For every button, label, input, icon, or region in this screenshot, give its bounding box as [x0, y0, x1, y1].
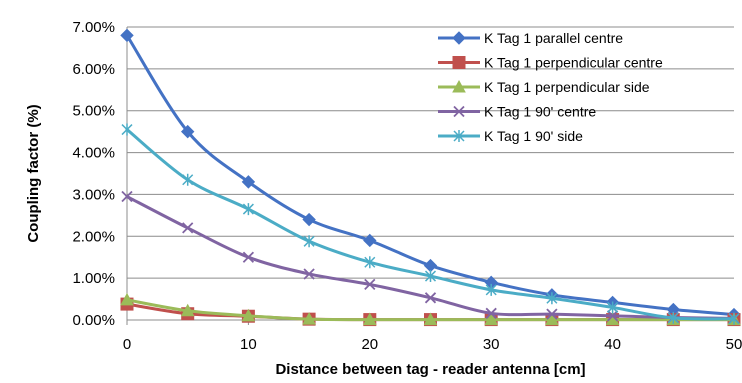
- data-point-marker: [303, 214, 315, 226]
- y-axis-title: Coupling factor (%): [25, 104, 42, 242]
- x-axis-title: Distance between tag - reader antenna [c…: [275, 361, 585, 378]
- legend-entry: K Tag 1 90' centre: [438, 104, 596, 120]
- legend-entry: K Tag 1 perpendicular centre: [438, 55, 663, 71]
- series-layer: [121, 29, 740, 325]
- legend: K Tag 1 parallel centre K Tag 1 perpendic…: [438, 30, 663, 144]
- y-tick-label: 5.00%: [72, 103, 115, 120]
- x-tick-label: 40: [604, 336, 621, 353]
- legend-label: K Tag 1 90' centre: [484, 104, 596, 120]
- y-tick-label: 4.00%: [72, 145, 115, 162]
- x-tick-label: 0: [123, 336, 131, 353]
- data-point-marker: [183, 223, 193, 233]
- series-line: [127, 197, 734, 319]
- y-tick-label: 1.00%: [72, 270, 115, 287]
- y-tick-label: 6.00%: [72, 61, 115, 78]
- x-tick-label: 30: [483, 336, 500, 353]
- series-4: [122, 192, 739, 324]
- legend-entry: K Tag 1 90' side: [438, 128, 583, 144]
- x-tick-label: 50: [726, 336, 742, 353]
- data-point-marker: [425, 260, 437, 272]
- data-point-marker: [183, 174, 193, 186]
- legend-label: K Tag 1 perpendicular side: [484, 79, 650, 95]
- y-tick-label: 2.00%: [72, 228, 115, 245]
- y-tick-label: 0.00%: [72, 312, 115, 329]
- series-5: [122, 124, 739, 325]
- legend-entry: K Tag 1 parallel centre: [438, 30, 623, 46]
- legend-label: K Tag 1 parallel centre: [484, 30, 623, 46]
- y-tick-label: 7.00%: [72, 19, 115, 36]
- x-tick-label: 10: [240, 336, 257, 353]
- y-tick-label: 3.00%: [72, 186, 115, 203]
- data-point-marker: [122, 124, 132, 136]
- data-point-marker: [243, 203, 253, 215]
- series-line: [127, 130, 734, 319]
- legend-swatch-marker: [453, 57, 465, 69]
- legend-swatch-marker: [453, 32, 465, 44]
- legend-label: K Tag 1 perpendicular centre: [484, 55, 663, 71]
- legend-label: K Tag 1 90' side: [484, 128, 583, 144]
- legend-entry: K Tag 1 perpendicular side: [438, 79, 650, 95]
- x-tick-label: 20: [361, 336, 378, 353]
